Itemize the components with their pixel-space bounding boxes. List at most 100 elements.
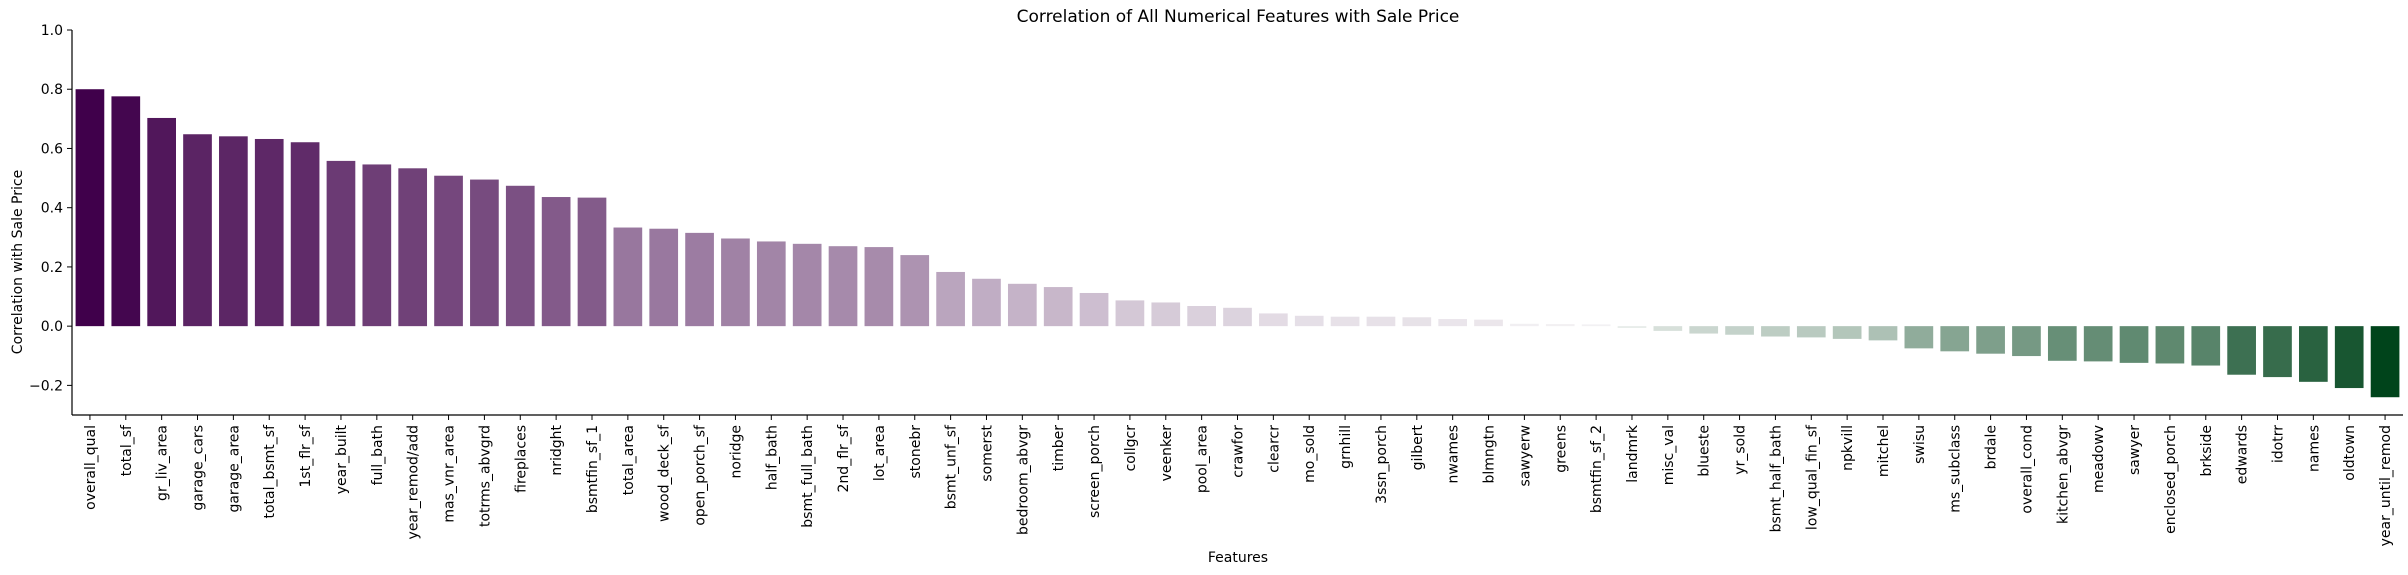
bar-lot_area — [864, 247, 894, 327]
bar-meadowv — [2083, 326, 2113, 362]
bar-grnhill — [1330, 316, 1360, 327]
bar-bsmt_half_bath — [1761, 326, 1790, 337]
x-tick-label: noridge — [728, 425, 744, 478]
x-tick-label: bedroom_abvgr — [1015, 425, 1031, 535]
bar-low_qual_fin_sf — [1796, 326, 1826, 338]
y-tick-label: 0.8 — [41, 82, 63, 98]
x-tick-label: bsmt_unf_sf — [944, 424, 960, 509]
x-tick-label: stonebr — [908, 425, 924, 479]
bar-bedroom_abvgr — [1007, 283, 1037, 327]
bar-yr_sold — [1725, 326, 1754, 335]
x-tick-label: collgcr — [1123, 425, 1139, 472]
x-tick-label: total_bsmt_sf — [262, 424, 278, 519]
x-tick-label: oldtown — [2342, 425, 2358, 481]
x-tick-label: year_until_remod — [2378, 425, 2394, 546]
bar-totrms_abvgrd — [470, 179, 499, 327]
bar-mitchel — [1868, 326, 1898, 341]
x-tick-label: garage_area — [226, 425, 242, 513]
x-tick-label: mitchel — [1876, 425, 1892, 477]
bar-enclosed_porch — [2155, 326, 2185, 364]
x-tick-label: total_area — [621, 425, 637, 495]
x-tick-label: misc_val — [1661, 425, 1677, 485]
bar-year_remod/add — [398, 168, 428, 327]
bar-noridge — [721, 238, 750, 327]
x-tick-label: totrms_abvgrd — [477, 425, 493, 527]
bar-open_porch_sf — [685, 232, 714, 327]
x-tick-label: mo_sold — [1302, 425, 1318, 483]
bar-year_built — [326, 160, 356, 327]
x-tick-label: timber — [1051, 425, 1067, 472]
x-tick-label: greens — [1553, 425, 1569, 473]
x-tick-label: yr_sold — [1733, 425, 1749, 475]
x-tick-label: 1st_flr_sf — [298, 424, 314, 488]
x-axis: overall_qual total_sf gr_liv_area garage_ca… — [72, 414, 2403, 546]
x-tick-label: nridght — [549, 424, 565, 475]
bar-collgcr — [1115, 300, 1145, 327]
y-tick-label: 1.0 — [41, 23, 63, 39]
bar-brkside — [2191, 326, 2221, 366]
bar-nwames — [1438, 319, 1468, 327]
x-tick-label: overall_cond — [2019, 425, 2035, 514]
x-tick-label: sawyerw — [1517, 425, 1533, 486]
bar-total_bsmt_sf — [254, 138, 284, 327]
bar-timber — [1043, 287, 1073, 327]
x-tick-label: brdale — [1984, 425, 2000, 469]
y-tick-label: −0.2 — [29, 378, 63, 394]
x-tick-label: overall_qual — [83, 425, 99, 510]
bar-misc_val — [1653, 326, 1683, 331]
bar-gr_liv_area — [147, 117, 176, 327]
x-tick-label: screen_porch — [1087, 425, 1103, 518]
y-axis-title: Correlation with Sale Price — [10, 170, 26, 354]
bar-year_until_remod — [2370, 326, 2400, 398]
x-tick-label: year_built — [334, 424, 350, 494]
bar-somerst — [972, 278, 1001, 327]
bar-npkvill — [1832, 326, 1862, 339]
x-tick-label: bsmtfin_sf_1 — [585, 425, 601, 513]
bar-blueste — [1689, 326, 1719, 334]
x-tick-label: nwames — [1446, 425, 1462, 483]
x-tick-label: grnhill — [1338, 425, 1354, 469]
bar-bsmt_full_bath — [792, 243, 822, 327]
x-tick-label: low_qual_fin_sf — [1804, 424, 1820, 530]
x-tick-label: lot_area — [872, 425, 888, 481]
x-tick-label: names — [2306, 425, 2322, 472]
bar-veenker — [1151, 302, 1181, 327]
x-tick-label: clearcr — [1266, 425, 1282, 473]
bar-clearcr — [1259, 313, 1288, 327]
x-tick-label: somerst — [979, 424, 995, 481]
x-tick-label: bsmtfin_sf_2 — [1589, 425, 1605, 513]
x-tick-label: total_sf — [119, 424, 135, 476]
y-axis: −0.2 0.0 0.2 0.4 0.6 0.8 1.0 — [29, 23, 73, 415]
bar-mo_sold — [1294, 315, 1324, 327]
bar-mas_vnr_area — [434, 175, 463, 327]
bar-nridght — [541, 197, 571, 327]
x-tick-label: ms_subclass — [1948, 425, 1964, 513]
bar-pool_area — [1187, 306, 1216, 327]
bar-garage_area — [219, 136, 248, 327]
x-tick-label: fireplaces — [513, 425, 529, 493]
bar-total_sf — [111, 96, 141, 327]
bar-idotrr — [2263, 326, 2292, 378]
bar-garage_cars — [183, 134, 212, 327]
bar-3ssn_porch — [1366, 316, 1396, 327]
bar-names — [2299, 326, 2328, 382]
x-tick-label: bsmt_half_bath — [1768, 425, 1784, 532]
bar-stonebr — [900, 255, 930, 327]
bar-kitchen_abvgr — [2047, 326, 2077, 361]
bar-full_bath — [362, 164, 392, 327]
bar-swisu — [1904, 326, 1934, 349]
bar-half_bath — [756, 241, 786, 327]
x-tick-label: 2nd_flr_sf — [836, 424, 852, 493]
x-tick-label: kitchen_abvgr — [2055, 425, 2071, 524]
bar-bsmtfin_sf_1 — [577, 197, 607, 327]
x-tick-label: swisu — [1912, 425, 1928, 464]
bar-1st_flr_sf — [290, 142, 320, 327]
bar-bsmtfin_sf_2 — [1581, 324, 1611, 327]
chart-title: Correlation of All Numerical Features wi… — [1017, 7, 1460, 27]
x-tick-label: blmngtn — [1482, 425, 1498, 484]
x-tick-label: pool_area — [1195, 425, 1211, 493]
bar-oldtown — [2334, 326, 2364, 389]
bar-2nd_flr_sf — [828, 246, 858, 327]
bar-gilbert — [1402, 317, 1432, 327]
